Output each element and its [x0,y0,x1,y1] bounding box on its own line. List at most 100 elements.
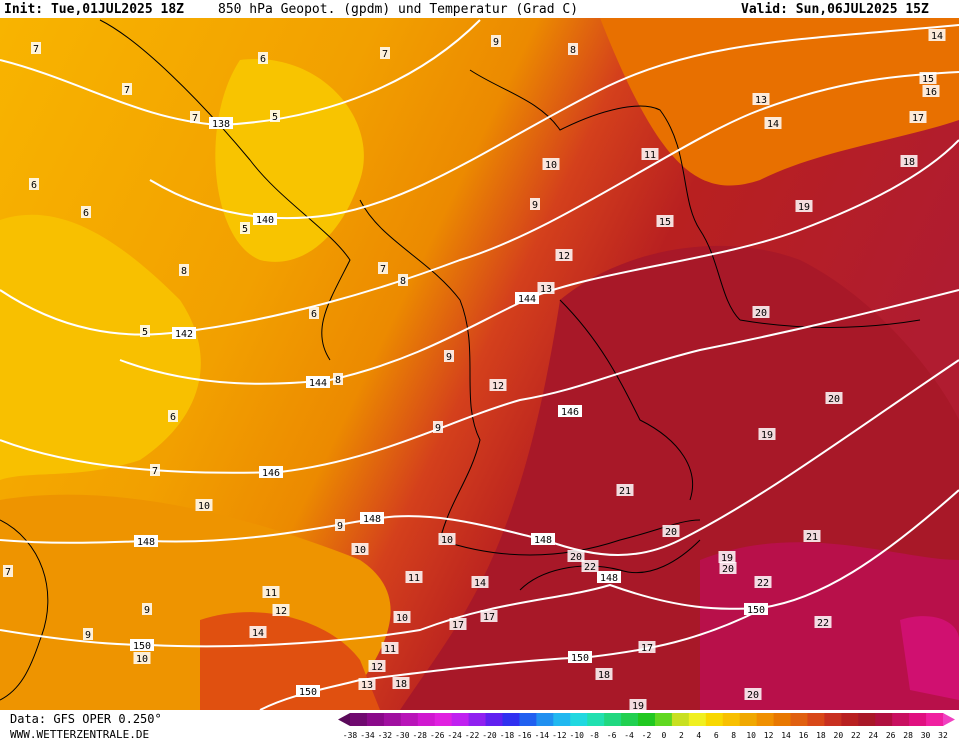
colorbar-cell [519,713,537,726]
label-box [438,533,456,545]
colorbar-cell [400,713,419,726]
temperature-label: 17 [912,113,924,124]
geopotential-label: 142 [175,329,193,340]
label-box [133,652,151,664]
label-box [656,215,674,227]
geopotential-label: 144 [309,378,327,389]
label-box [140,325,150,337]
label-box [752,93,770,105]
colorbar-label: 0 [662,731,667,740]
geopotential-label: 150 [571,653,589,664]
label-box [744,603,768,615]
colorbar-label: 8 [731,731,736,740]
label-box [378,262,388,274]
colorbar-label: -30 [395,731,410,740]
temperature-label: 9 [144,605,150,616]
label-box [909,111,927,123]
label-box [258,52,268,64]
colorbar-cell [875,713,893,726]
temperature-label: 8 [181,266,187,277]
label-box [814,616,832,628]
label-box [3,565,13,577]
label-box [568,651,592,663]
label-box [381,642,399,654]
colorbar-cell [638,713,656,726]
colorbar-cell [417,713,436,726]
label-box [172,327,196,339]
temperature-label: 6 [31,180,37,191]
temperature-label: 21 [619,486,631,497]
temperature-label: 17 [483,612,495,623]
colorbar-label: 26 [886,731,896,740]
colorbar-label: 10 [746,731,756,740]
colorbar-end [338,713,350,726]
header-bar [0,0,959,18]
colorbar-cell [909,713,927,726]
temperature-label: 7 [5,567,11,578]
label-box [928,29,946,41]
warm-zone [215,59,364,262]
colorbar-cell [841,713,859,726]
colorbar-cell [553,713,571,726]
temperature-label: 20 [828,394,840,405]
temperature-label: 6 [311,309,317,320]
temperature-label: 17 [641,643,653,654]
colorbar-label: 24 [868,731,878,740]
border [99,19,351,361]
geopotential-label: 146 [561,407,579,418]
colorbar-label: -22 [465,731,480,740]
colorbar-cell [790,713,808,726]
temperature-label: 8 [570,45,576,56]
geopotential-label: 150 [747,605,765,616]
colorbar-cell [926,713,944,726]
geopotential-label: 148 [534,535,552,546]
temperature-label: 21 [806,532,818,543]
label-box [195,499,213,511]
colorbar-cell [350,713,368,726]
label-box [122,83,132,95]
label-box [179,264,189,276]
temperature-label: 20 [570,552,582,563]
colorbar-cell [468,713,487,726]
colorbar-label: 18 [816,731,826,740]
colorbar-label: -34 [360,731,375,740]
label-box [398,274,408,286]
temperature-label: 22 [584,562,596,573]
geopotential-label: 138 [212,119,230,130]
temperature-label: 19 [798,202,810,213]
temperature-label: 10 [545,160,557,171]
temperature-label: 12 [371,662,383,673]
colorbar-label: 4 [696,731,701,740]
label-box [405,571,423,583]
label-box [568,43,578,55]
colorbar-label: -8 [589,731,599,740]
label-box [638,641,656,653]
label-box [262,586,280,598]
label-box [555,249,573,261]
label-box [259,466,283,478]
label-box [360,512,384,524]
label-box [515,292,539,304]
label-box [168,410,178,422]
temperature-label: 10 [354,545,366,556]
colorbar-cell [739,713,758,726]
label-box [900,155,918,167]
label-box [270,110,280,122]
temperature-label: 9 [446,352,452,363]
colorbar-label: 28 [903,731,913,740]
label-box [392,677,410,689]
colorbar-cell [502,713,520,726]
colorbar-cell [654,713,673,726]
temperature-label: 6 [83,208,89,219]
colorbar-label: 2 [679,731,684,740]
colorbar-cell [383,713,402,726]
label-box [351,543,369,555]
label-box [130,639,154,651]
temperature-label: 18 [598,670,610,681]
temperature-label: 5 [242,224,248,235]
temperature-label: 7 [33,44,39,55]
temperature-label: 13 [755,95,767,106]
label-box [31,42,41,54]
label-box [449,618,467,630]
